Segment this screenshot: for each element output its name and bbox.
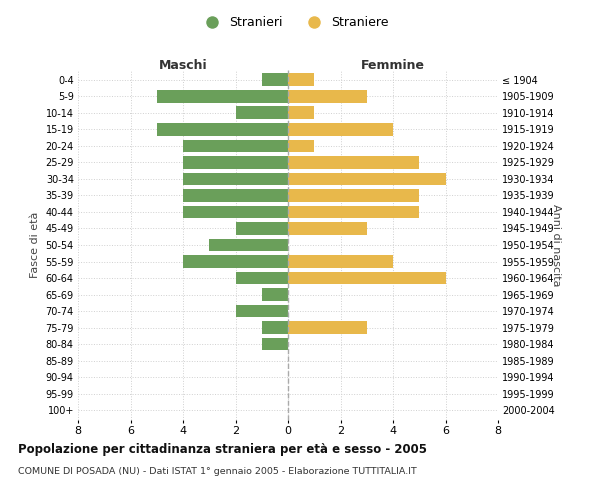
- Bar: [288, 206, 419, 218]
- Bar: [157, 123, 288, 136]
- Bar: [235, 222, 288, 235]
- Bar: [288, 172, 445, 186]
- Bar: [262, 74, 288, 86]
- Bar: [288, 90, 367, 103]
- Bar: [288, 255, 393, 268]
- Legend: Stranieri, Straniere: Stranieri, Straniere: [194, 11, 394, 34]
- Bar: [235, 304, 288, 318]
- Bar: [288, 189, 419, 202]
- Y-axis label: Fasce di età: Fasce di età: [30, 212, 40, 278]
- Bar: [235, 272, 288, 284]
- Bar: [288, 123, 393, 136]
- Bar: [288, 106, 314, 120]
- Bar: [262, 321, 288, 334]
- Bar: [262, 338, 288, 350]
- Bar: [235, 106, 288, 120]
- Bar: [183, 255, 288, 268]
- Bar: [262, 288, 288, 301]
- Bar: [183, 140, 288, 152]
- Bar: [209, 238, 288, 252]
- Y-axis label: Anni di nascita: Anni di nascita: [551, 204, 560, 286]
- Bar: [288, 222, 367, 235]
- Bar: [288, 272, 445, 284]
- Bar: [288, 156, 419, 169]
- Text: Femmine: Femmine: [361, 58, 425, 71]
- Text: Popolazione per cittadinanza straniera per età e sesso - 2005: Popolazione per cittadinanza straniera p…: [18, 442, 427, 456]
- Text: COMUNE DI POSADA (NU) - Dati ISTAT 1° gennaio 2005 - Elaborazione TUTTITALIA.IT: COMUNE DI POSADA (NU) - Dati ISTAT 1° ge…: [18, 468, 417, 476]
- Bar: [288, 321, 367, 334]
- Bar: [183, 156, 288, 169]
- Bar: [183, 206, 288, 218]
- Bar: [183, 172, 288, 186]
- Bar: [288, 140, 314, 152]
- Bar: [157, 90, 288, 103]
- Text: Maschi: Maschi: [158, 58, 208, 71]
- Bar: [183, 189, 288, 202]
- Bar: [288, 74, 314, 86]
